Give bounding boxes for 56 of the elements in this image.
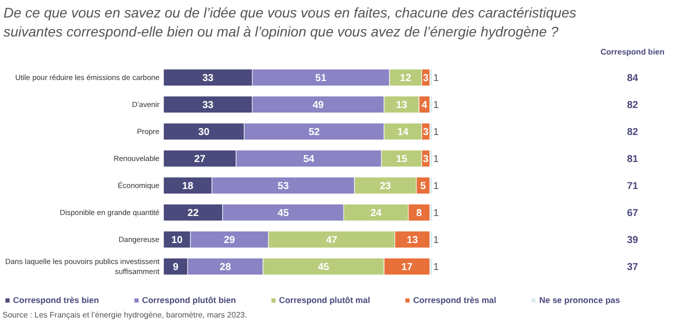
data-label: 24	[370, 208, 382, 219]
data-label: 1	[433, 181, 440, 192]
data-label: 30	[198, 127, 210, 138]
data-label: 28	[220, 262, 232, 273]
text: 71	[626, 181, 638, 192]
legend-label: Ne se prononce pas	[539, 295, 620, 305]
data-label: 13	[406, 235, 418, 246]
legend-label: Correspond très mal	[413, 295, 496, 305]
data-label: 47	[326, 235, 338, 246]
data-label: 53	[278, 181, 290, 192]
data-label: 3	[422, 154, 429, 165]
data-label: 1	[433, 154, 440, 165]
text: 37	[626, 262, 638, 273]
data-label: 52	[308, 127, 320, 138]
data-label: 1	[433, 208, 440, 219]
data-label: 4	[422, 100, 428, 111]
data-label: 1	[433, 127, 440, 138]
data-label: 10	[171, 235, 183, 246]
data-label: 1	[433, 73, 440, 84]
data-label: 51	[315, 73, 327, 84]
text: 81	[626, 154, 638, 165]
data-label: 45	[318, 262, 330, 273]
data-label: 8	[416, 208, 422, 219]
legend-label: Correspond très bien	[13, 295, 99, 305]
chart-title: De ce que vous en savez ou de l’idée que vous vous en faites, chacune des caractéristiques suivantes correspond-elle bien ou mal à l’opinion que vous avez de l’énergie hydrogène ?	[4, 4, 576, 40]
data-label: 33	[202, 73, 214, 84]
legend-label: Correspond plutôt bien	[142, 295, 236, 305]
data-label: 1	[433, 235, 440, 246]
source-note: Source : Les Français et l’énergie hydrogène, baromètre, mars 2023.	[2, 310, 248, 320]
data-label: 9	[172, 262, 179, 273]
legend-label: Correspond plutôt mal	[278, 295, 370, 305]
data-label: 14	[397, 127, 409, 138]
data-label: 5	[420, 181, 426, 192]
data-label: 1	[433, 100, 440, 111]
data-label: 15	[396, 154, 408, 165]
data-label: 17	[401, 262, 413, 273]
data-label: 13	[396, 100, 408, 111]
data-label: 33	[202, 100, 214, 111]
data-label: 18	[182, 181, 194, 192]
data-label: 29	[224, 235, 236, 246]
data-label: 1	[433, 262, 440, 273]
data-label: 23	[380, 181, 392, 192]
text: 82	[626, 100, 638, 111]
data-label: 22	[188, 208, 200, 219]
text: Correspond bien	[600, 47, 665, 56]
data-label: 12	[400, 73, 412, 84]
data-label: 45	[278, 208, 290, 219]
text: 39	[626, 235, 638, 246]
data-label: 3	[422, 73, 429, 84]
text: 82	[626, 127, 638, 138]
data-label: 27	[194, 154, 206, 165]
text: 84	[626, 73, 638, 84]
data-label: 49	[312, 100, 324, 111]
text: 67	[626, 208, 638, 219]
data-label: 54	[303, 154, 315, 165]
data-label: 3	[422, 127, 429, 138]
